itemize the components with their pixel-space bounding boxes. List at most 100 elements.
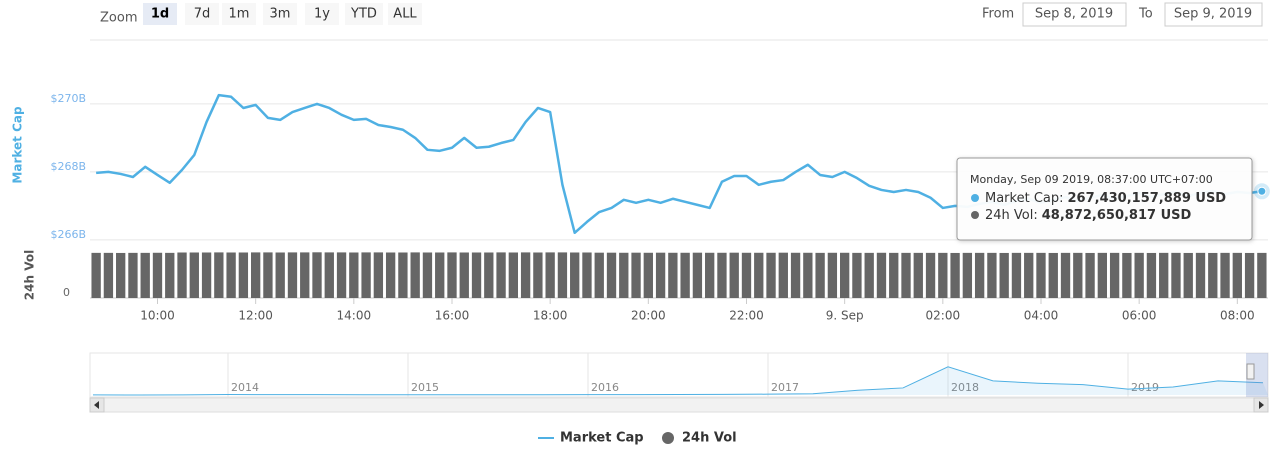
volume-bar [655,252,666,298]
legend-label[interactable]: Market Cap [560,431,644,446]
button-bg[interactable] [222,3,256,25]
volume-bar [778,252,788,298]
zoom-button[interactable]: 3m [263,3,297,25]
navigator-frame [89,352,1269,398]
x-tick-label: 06:00 [1122,309,1157,323]
x-tick-label: 02:00 [926,309,961,323]
volume-bar [177,252,187,298]
legend-symbol[interactable] [662,432,674,444]
zoom-button[interactable]: 1d [143,3,177,25]
to-date[interactable]: Sep 9, 2019 [1174,7,1252,22]
tooltip-time: Monday, Sep 09 2019, 08:37:00 UTC+07:00 [970,173,1213,186]
zoom-button[interactable]: YTD [345,3,383,25]
button-bg[interactable] [345,3,383,25]
volume-bar [545,252,555,298]
volume-bar [91,252,101,298]
zoom-button[interactable]: ALL [388,3,422,25]
volume-bar [165,252,175,298]
volume-bar [533,252,543,298]
volume-bar [1257,252,1267,298]
zoom-button[interactable]: 7d [185,3,219,25]
volume-bar [1146,252,1157,298]
from-input[interactable] [1022,2,1127,27]
zoom-button[interactable]: 1m [222,3,256,25]
x-tick-label: 14:00 [337,309,372,323]
volume-bar [1097,252,1108,298]
navigator-label: 2018 [951,381,979,394]
volume-bar [643,252,653,298]
button-bg[interactable] [143,3,177,25]
volume-bar [864,252,874,298]
volume-bar [1036,252,1046,298]
volume-bar [938,252,948,298]
arrow-right [1259,401,1264,409]
button-bg[interactable] [263,3,297,25]
y-tick-label: $268B [50,160,86,173]
button-bg[interactable] [185,3,219,25]
volume-bar [263,252,273,298]
arrow-left [94,401,99,409]
volume-bar [901,252,911,298]
x-tick-label: 9. Sep [826,309,864,323]
volume-bar [287,252,298,298]
navigator-handle[interactable] [1246,363,1255,380]
tooltip-dot [971,194,979,202]
volume-bar [435,252,445,298]
volume-bar [349,252,359,298]
tooltip-box [956,157,1253,241]
volume-bar [705,252,715,298]
navigator-area [90,366,1268,395]
volume-bar [201,252,212,298]
tooltip-row: Market Cap: 267,430,157,889 USD [985,191,1226,206]
volume-bar [1195,252,1206,298]
zoom-button[interactable]: 1y [305,3,339,25]
volume-bar [361,252,371,298]
from-label: From [982,7,1014,22]
volume-bar [1073,252,1083,298]
button-bg[interactable] [388,3,422,25]
from-date[interactable]: Sep 8, 2019 [1035,7,1113,22]
tooltip-dot [971,211,979,219]
to-input[interactable] [1164,2,1263,27]
volume-bar [189,252,199,298]
volume-bar [398,252,408,298]
volume-bar [140,252,150,298]
volume-bar [1024,252,1034,298]
volume-bar [324,252,334,298]
volume-bar [1011,252,1022,298]
volume-bar [312,252,322,298]
tooltip-value: 48,872,650,817 USD [1042,208,1192,223]
y-tick-label: $266B [50,228,86,241]
volume-bar [496,252,506,298]
button-bg[interactable] [305,3,339,25]
scrollbar[interactable] [89,397,1269,413]
button-label[interactable]: YTD [350,7,377,22]
navigator-label: 2017 [771,381,799,394]
volume-bar [447,252,457,298]
y2-tick-label: 0 [63,286,70,299]
volume-bar [484,252,494,298]
button-label[interactable]: 1m [229,7,250,22]
button-label[interactable]: 1y [314,7,330,22]
volume-bar [1220,252,1230,298]
button-label[interactable]: ALL [393,7,417,22]
x-tick-label: 16:00 [435,309,470,323]
x-tick-label: 12:00 [238,309,273,323]
volume-bar [1244,252,1255,298]
button-label[interactable]: 3m [270,7,291,22]
legend-label[interactable]: 24h Vol [682,431,737,446]
button-label[interactable]: 7d [194,7,211,22]
volume-bar [692,252,703,298]
volume-bar [410,252,420,298]
volume-bar [459,252,469,298]
volume-bar [275,252,285,298]
volume-bar [729,252,739,298]
volume-bar [250,252,261,298]
button-label[interactable]: 1d [151,7,169,22]
x-tick-label: 10:00 [140,309,175,323]
volume-bar [717,252,727,298]
navigator-label: 2016 [591,381,619,394]
x-tick-label: 08:00 [1220,309,1255,323]
volume-bar [385,252,396,298]
zoom-label: Zoom [100,11,137,26]
